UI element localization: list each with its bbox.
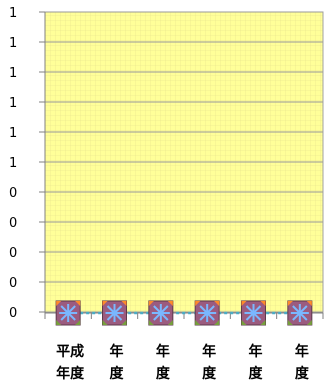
gridlines [45,11,323,313]
y-tick-label: 0 [9,306,17,321]
y-tick-label: 1 [9,6,17,21]
data-point [148,300,174,326]
y-tick-label: 1 [9,156,17,171]
x-tick-label: 度 [249,365,264,382]
y-tick-label: 1 [9,36,17,51]
x-tick-label: 年 [110,343,124,360]
data-point [102,300,127,326]
x-tick-label: 年度 [56,365,85,382]
y-tick-label: 0 [9,216,17,231]
x-tick-label: 平成 [56,343,84,360]
x-tick-label: 年 [295,343,309,360]
data-point [55,300,81,326]
y-tick-label: 1 [9,126,17,141]
data-point [194,300,220,326]
x-tick-label: 年 [249,343,263,360]
x-tick-label: 年 [202,343,216,360]
data-point [287,300,313,326]
x-tick-label: 度 [156,365,171,382]
x-tick-label: 度 [295,365,310,382]
x-tick-label: 度 [110,365,125,382]
data-point [241,300,266,326]
y-tick-label: 0 [9,246,17,261]
y-tick-label: 0 [9,186,17,201]
x-tick-label: 年 [156,343,170,360]
y-axis: 1 1 1 1 1 1 0 0 0 0 0 [9,6,46,321]
y-tick-label: 1 [9,96,17,111]
y-tick-label: 1 [9,66,17,81]
y-tick-label: 0 [9,276,17,291]
series [55,300,313,326]
x-tick-label: 度 [202,365,217,382]
